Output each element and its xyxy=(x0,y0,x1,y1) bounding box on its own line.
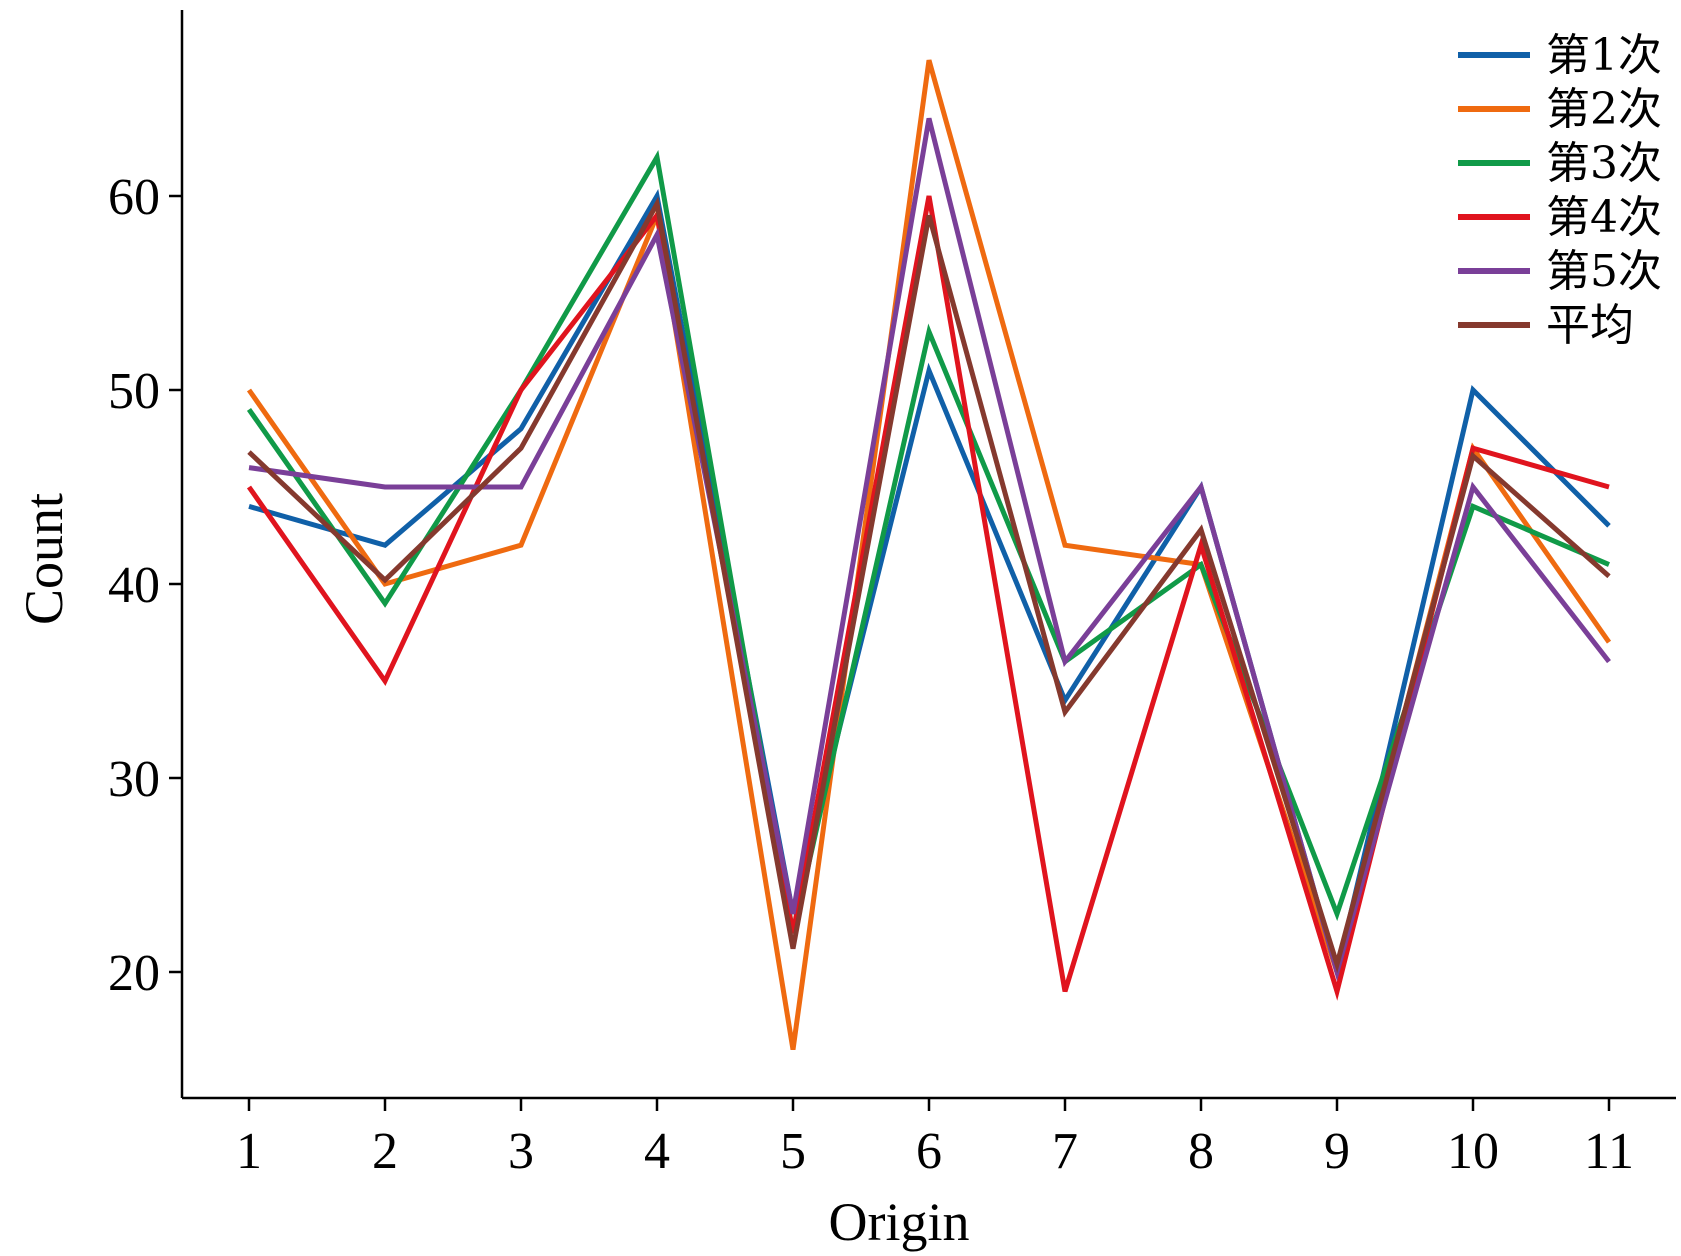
y-tick-label: 50 xyxy=(108,363,160,420)
x-tick-label: 1 xyxy=(236,1123,262,1180)
x-tick-label: 2 xyxy=(372,1123,398,1180)
series-line-6 xyxy=(247,196,1611,974)
x-tick-label: 7 xyxy=(1052,1123,1078,1180)
y-tick-label: 30 xyxy=(108,751,160,808)
x-tick-label: 11 xyxy=(1584,1123,1634,1180)
y-axis-title: Count xyxy=(14,493,74,625)
x-tick-label: 6 xyxy=(916,1123,942,1180)
x-axis-title: Origin xyxy=(829,1192,970,1252)
y-ticks: 20 30 40 50 60 xyxy=(108,169,182,1002)
series-line-3 xyxy=(246,150,1610,934)
legend-label: 第5次 xyxy=(1546,246,1662,297)
y-tick-label: 20 xyxy=(108,945,160,1002)
x-tick-label: 5 xyxy=(780,1123,806,1180)
y-tick-label: 60 xyxy=(108,169,160,226)
series-line-1 xyxy=(248,188,1611,973)
x-tick-label: 10 xyxy=(1447,1123,1499,1180)
legend-label: 第2次 xyxy=(1546,84,1662,135)
legend-label: 第1次 xyxy=(1546,30,1662,81)
x-tick-label: 4 xyxy=(644,1123,670,1180)
series-line-4 xyxy=(246,195,1610,1001)
x-tick-label: 9 xyxy=(1324,1123,1350,1180)
series-line-5 xyxy=(248,117,1611,982)
x-tick-label: 8 xyxy=(1188,1123,1214,1180)
y-tick-label: 40 xyxy=(108,557,160,614)
legend-label: 平均 xyxy=(1546,300,1634,351)
legend-label: 第4次 xyxy=(1546,192,1662,243)
x-tick-label: 3 xyxy=(508,1123,534,1180)
x-ticks: 1 2 3 4 5 6 7 8 9 10 11 xyxy=(236,1098,1634,1180)
series-lines xyxy=(246,59,1612,1051)
legend-label: 第3次 xyxy=(1546,138,1662,189)
